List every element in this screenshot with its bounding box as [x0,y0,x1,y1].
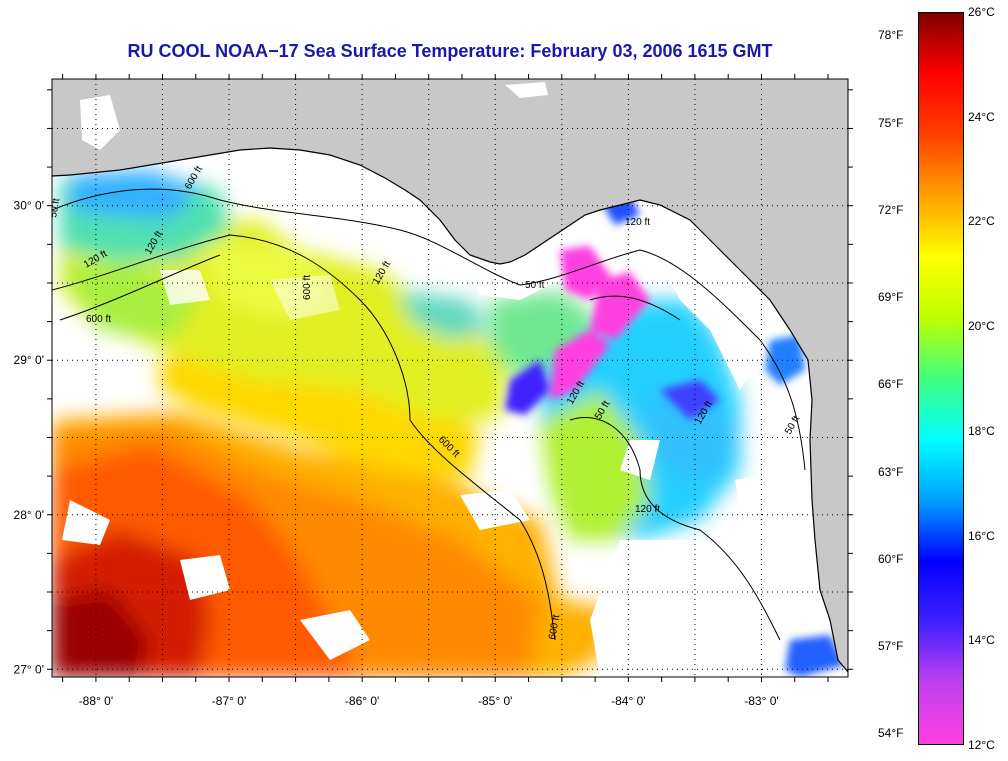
colorbar-celsius-label: 26°C [968,5,995,19]
map-title: RU COOL NOAA−17 Sea Surface Temperature:… [127,41,773,61]
lon-tick-label: -83° 0' [744,694,778,708]
colorbar-celsius-label: 12°C [968,738,995,752]
lon-tick-label: -87° 0' [212,694,246,708]
colorbar-celsius-label: 16°C [968,528,995,543]
island [505,82,548,98]
longitude-labels: -88° 0' -87° 0' -86° 0' -85° 0' -84° 0' -83° … [79,694,779,708]
colorbar-celsius-label: 20°C [968,319,995,334]
bathymetry-contours [52,188,806,641]
colorbar-celsius-label: 18°C [968,423,995,438]
lon-tick-label: -84° 0' [611,694,645,708]
colorbar-fahrenheit-label: 54°F [878,726,904,741]
lat-tick-label: 30° 0' [14,199,44,213]
contour-label: 50 ft [48,197,62,218]
colorbar-fahrenheit-label: 66°F [878,377,904,392]
colorbar-fahrenheit-label: 69°F [878,290,904,305]
lat-tick-label: 29° 0' [14,353,44,367]
lon-tick-label: -88° 0' [79,694,113,708]
contour-label: 600 ft [302,275,313,300]
land-outline [52,147,848,673]
colorbar-fahrenheit-label: 72°F [878,202,904,217]
contour-label: 600 ft [547,614,562,641]
bay-cutout [80,95,120,150]
contour-label: 120 ft [635,504,660,515]
contour-label: 600 ft [86,314,111,325]
contour-label: 50 ft [525,280,545,291]
lon-tick-label: -85° 0' [478,694,512,708]
map-frame [51,78,849,678]
colorbar-fahrenheit-label: 75°F [878,115,904,130]
colorbar-celsius-label: 22°C [968,214,995,229]
colorbar-fahrenheit-label: 57°F [878,639,904,654]
colorbar-fahrenheit-label: 78°F [878,28,904,43]
latitude-labels: 30° 0' 29° 0' 28° 0' 27° 0' [14,199,44,677]
lat-tick-label: 27° 0' [14,662,44,676]
colorbar-fahrenheit-label: 60°F [878,551,904,566]
colorbar-celsius-label: 24°C [968,109,995,124]
colorbar-celsius-label: 14°C [968,633,995,648]
axis-ticks [47,74,853,682]
contour-label: 120 ft [625,217,650,228]
land-mass [52,79,848,672]
colorbar [918,12,964,745]
lat-tick-label: 28° 0' [14,508,44,522]
colorbar-fahrenheit-label: 63°F [878,464,904,479]
lon-tick-label: -86° 0' [345,694,379,708]
